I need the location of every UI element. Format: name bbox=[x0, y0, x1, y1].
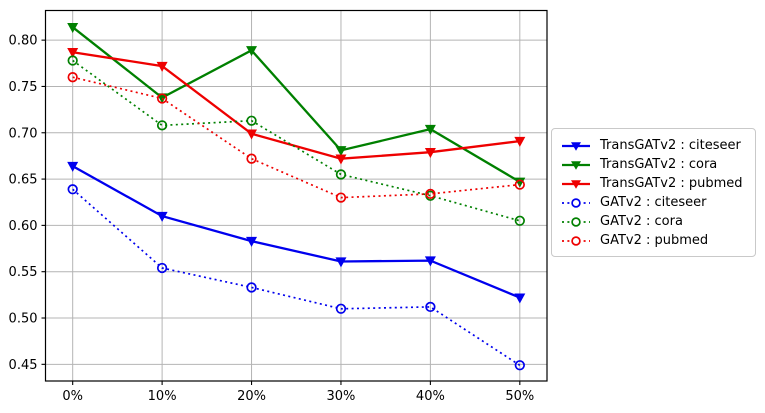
series-line bbox=[72, 51, 520, 160]
legend-item-transgatv2-cora: TransGATv2 : cora bbox=[561, 155, 746, 173]
circle-marker-icon bbox=[425, 188, 436, 200]
legend-item-gatv2-cora: GATv2 : cora bbox=[561, 212, 746, 230]
triangle-down-marker-icon bbox=[67, 161, 79, 172]
plot-border bbox=[44, 9, 548, 382]
circle-marker-icon bbox=[246, 115, 257, 126]
legend-label-transgatv2-citeseer: TransGATv2 : citeseer bbox=[600, 137, 741, 153]
triangle-down-marker-icon bbox=[424, 148, 436, 159]
series-2 bbox=[67, 47, 526, 165]
legend-label-transgatv2-pubmed: TransGATv2 : pubmed bbox=[600, 175, 743, 191]
legend-item-gatv2-pubmed: GATv2 : pubmed bbox=[561, 231, 746, 249]
circle-marker-icon bbox=[514, 215, 525, 226]
circle-marker-icon bbox=[425, 301, 436, 313]
legend-marker-transgatv2-citeseer-icon bbox=[561, 138, 591, 152]
x-tick-label: 40% bbox=[416, 389, 445, 404]
legend: TransGATv2 : citeseer TransGATv2 : cora … bbox=[551, 128, 756, 257]
series-5 bbox=[67, 72, 525, 203]
triangle-down-marker-icon bbox=[424, 124, 436, 135]
triangle-down-marker-icon bbox=[156, 211, 168, 222]
triangle-down-marker-icon bbox=[246, 236, 258, 247]
legend-label-transgatv2-cora: TransGATv2 : cora bbox=[600, 156, 718, 172]
series-line bbox=[72, 59, 521, 222]
triangle-down-marker-icon bbox=[514, 293, 526, 304]
circle-marker-icon bbox=[67, 72, 78, 83]
triangle-down-marker-icon bbox=[246, 129, 258, 140]
circle-marker-icon bbox=[67, 184, 78, 195]
triangle-down-marker-icon bbox=[514, 136, 526, 147]
triangle-down-marker-icon bbox=[514, 177, 526, 188]
circle-marker-icon bbox=[335, 303, 347, 314]
grid bbox=[45, 10, 547, 381]
x-tick-label: 30% bbox=[327, 389, 356, 404]
series-line bbox=[72, 76, 520, 199]
legend-marker-transgatv2-cora-icon bbox=[561, 157, 591, 171]
x-tick-label: 10% bbox=[148, 389, 177, 404]
legend-label-gatv2-pubmed: GATv2 : pubmed bbox=[600, 232, 709, 248]
y-tick-label: 0.80 bbox=[9, 34, 38, 49]
y-tick-label: 0.70 bbox=[9, 126, 38, 141]
series-0 bbox=[67, 161, 526, 304]
triangle-down-marker-icon bbox=[335, 146, 347, 157]
triangle-down-marker-icon bbox=[335, 154, 347, 165]
triangle-down-marker-icon bbox=[424, 256, 436, 267]
y-tick-label: 0.75 bbox=[9, 80, 38, 95]
legend-marker-transgatv2-pubmed-icon bbox=[561, 176, 591, 190]
triangle-down-marker-icon bbox=[246, 46, 258, 57]
y-tick-label: 0.55 bbox=[9, 265, 38, 280]
series-line bbox=[71, 26, 521, 183]
circle-marker-icon bbox=[335, 169, 347, 180]
legend-marker-gatv2-cora-icon bbox=[561, 214, 591, 228]
series-3 bbox=[67, 184, 525, 371]
circle-marker-icon bbox=[67, 55, 78, 66]
y-tick-label: 0.60 bbox=[9, 219, 38, 234]
legend-label-gatv2-cora: GATv2 : cora bbox=[600, 213, 683, 229]
circle-marker-icon bbox=[514, 179, 525, 190]
triangle-down-marker-icon bbox=[67, 22, 79, 33]
legend-marker-gatv2-citeseer-icon bbox=[561, 195, 591, 209]
x-tick-label: 50% bbox=[505, 389, 534, 404]
circle-marker-icon bbox=[156, 93, 168, 104]
y-tick-label: 0.45 bbox=[9, 358, 38, 373]
triangle-down-marker-icon bbox=[156, 61, 168, 72]
legend-item-gatv2-citeseer: GATv2 : citeseer bbox=[561, 193, 746, 211]
x-tick-label: 20% bbox=[237, 389, 266, 404]
legend-marker-gatv2-pubmed-icon bbox=[561, 233, 591, 247]
y-tick-label: 0.50 bbox=[9, 312, 38, 327]
circle-marker-icon bbox=[246, 153, 257, 164]
circle-marker-icon bbox=[246, 282, 257, 293]
triangle-down-marker-icon bbox=[67, 47, 79, 58]
circle-marker-icon bbox=[156, 262, 168, 274]
axis-ticks: 0% 10% 20% 30% 40% 50% 0.45 0.50 0.55 0.60 0.65 0.7… bbox=[9, 34, 535, 404]
series-line bbox=[72, 165, 521, 299]
circle-marker-icon bbox=[335, 192, 347, 203]
legend-item-transgatv2-citeseer: TransGATv2 : citeseer bbox=[561, 136, 746, 154]
circle-marker-icon bbox=[156, 120, 168, 131]
x-tick-label: 0% bbox=[62, 389, 83, 404]
circle-marker-icon bbox=[514, 360, 525, 371]
legend-label-gatv2-citeseer: GATv2 : citeseer bbox=[600, 194, 707, 210]
triangle-down-marker-icon bbox=[335, 257, 347, 268]
legend-item-transgatv2-pubmed: TransGATv2 : pubmed bbox=[561, 174, 746, 192]
y-tick-label: 0.65 bbox=[9, 173, 38, 188]
